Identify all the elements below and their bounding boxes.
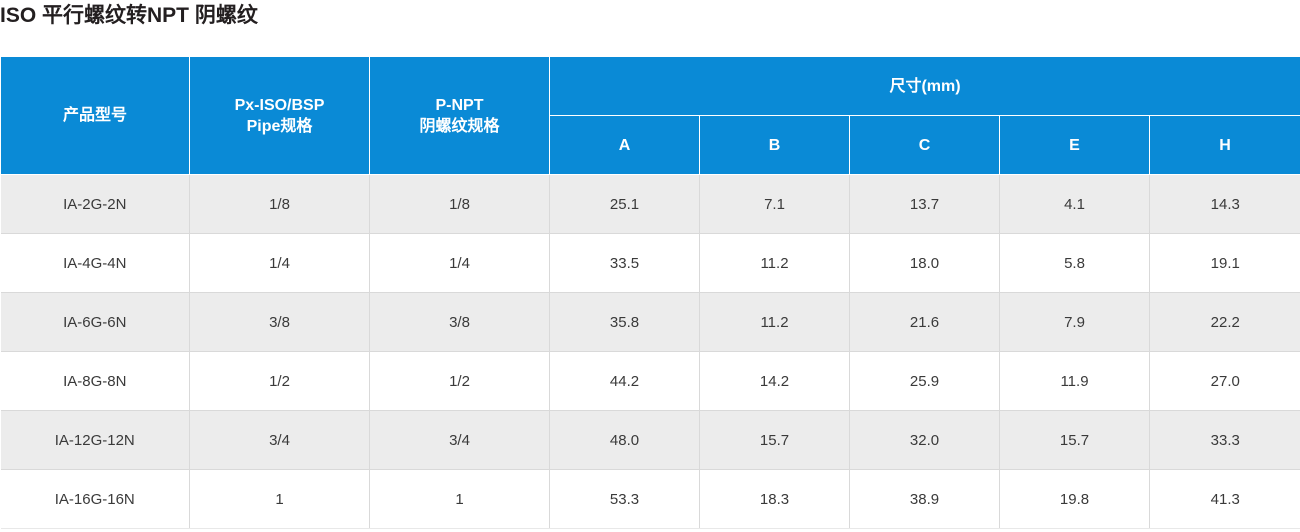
cell-model: IA-16G-16N <box>0 469 190 529</box>
page-title: ISO 平行螺纹转NPT 阴螺纹 <box>0 4 258 27</box>
cell-px: 3/4 <box>189 410 370 470</box>
cell-pnpt: 1/2 <box>369 351 550 411</box>
cell-b: 11.2 <box>699 292 850 352</box>
header-dim-a: A <box>549 115 700 175</box>
cell-a: 44.2 <box>549 351 700 411</box>
cell-c: 38.9 <box>849 469 1000 529</box>
cell-pnpt: 3/4 <box>369 410 550 470</box>
header-p-npt-line2: 阴螺纹规格 <box>419 117 500 135</box>
cell-pnpt: 1/8 <box>369 174 550 234</box>
cell-a: 35.8 <box>549 292 700 352</box>
cell-model: IA-2G-2N <box>0 174 190 234</box>
header-dimensions: 尺寸(mm) <box>548 56 1300 116</box>
cell-a: 53.3 <box>549 469 700 529</box>
table-header: 产品型号 Px-ISO/BSP Pipe规格 P-NPT 阴螺纹规格 尺寸(mm… <box>0 56 1300 175</box>
cell-b: 15.7 <box>699 410 850 470</box>
cell-e: 4.1 <box>999 174 1150 234</box>
cell-b: 14.2 <box>699 351 850 411</box>
cell-model: IA-4G-4N <box>0 233 190 293</box>
cell-c: 13.7 <box>849 174 1000 234</box>
table-row: IA-12G-12N 3/4 3/4 48.0 15.7 32.0 15.7 3… <box>0 410 1300 470</box>
cell-a: 33.5 <box>549 233 700 293</box>
cell-h: 14.3 <box>1149 174 1300 234</box>
cell-px: 1/4 <box>189 233 370 293</box>
header-dim-e: E <box>999 115 1150 175</box>
cell-e: 7.9 <box>999 292 1150 352</box>
cell-b: 11.2 <box>699 233 850 293</box>
cell-model: IA-6G-6N <box>0 292 190 352</box>
cell-a: 25.1 <box>549 174 700 234</box>
header-px-iso-bsp: Px-ISO/BSP Pipe规格 <box>189 56 370 175</box>
cell-c: 32.0 <box>849 410 1000 470</box>
cell-c: 25.9 <box>849 351 1000 411</box>
cell-e: 19.8 <box>999 469 1150 529</box>
spec-table: 产品型号 Px-ISO/BSP Pipe规格 P-NPT 阴螺纹规格 尺寸(mm… <box>0 56 1300 529</box>
cell-px: 1 <box>189 469 370 529</box>
cell-model: IA-8G-8N <box>0 351 190 411</box>
header-dim-h: H <box>1148 115 1300 175</box>
table-row: IA-8G-8N 1/2 1/2 44.2 14.2 25.9 11.9 27.… <box>0 351 1300 411</box>
cell-b: 7.1 <box>699 174 850 234</box>
cell-pnpt: 1/4 <box>369 233 550 293</box>
header-dim-c: C <box>849 115 1000 175</box>
cell-pnpt: 1 <box>369 469 550 529</box>
header-p-npt-line1: P-NPT <box>435 96 484 114</box>
cell-pnpt: 3/8 <box>369 292 550 352</box>
cell-e: 15.7 <box>999 410 1150 470</box>
table-row: IA-2G-2N 1/8 1/8 25.1 7.1 13.7 4.1 14.3 <box>0 174 1300 234</box>
cell-h: 27.0 <box>1149 351 1300 411</box>
cell-h: 22.2 <box>1149 292 1300 352</box>
table-body: IA-2G-2N 1/8 1/8 25.1 7.1 13.7 4.1 14.3 … <box>0 174 1300 529</box>
cell-b: 18.3 <box>699 469 850 529</box>
cell-h: 19.1 <box>1149 233 1300 293</box>
table-row: IA-6G-6N 3/8 3/8 35.8 11.2 21.6 7.9 22.2 <box>0 292 1300 352</box>
cell-e: 11.9 <box>999 351 1150 411</box>
table-row: IA-4G-4N 1/4 1/4 33.5 11.2 18.0 5.8 19.1 <box>0 233 1300 293</box>
table-row: IA-16G-16N 1 1 53.3 18.3 38.9 19.8 41.3 <box>0 469 1300 529</box>
cell-a: 48.0 <box>549 410 700 470</box>
header-dim-b: B <box>699 115 850 175</box>
cell-h: 33.3 <box>1149 410 1300 470</box>
cell-model: IA-12G-12N <box>0 410 190 470</box>
cell-px: 1/8 <box>189 174 370 234</box>
cell-c: 21.6 <box>849 292 1000 352</box>
cell-px: 3/8 <box>189 292 370 352</box>
cell-px: 1/2 <box>189 351 370 411</box>
cell-c: 18.0 <box>849 233 1000 293</box>
cell-e: 5.8 <box>999 233 1150 293</box>
header-px-iso-line1: Px-ISO/BSP <box>234 96 325 114</box>
header-model: 产品型号 <box>0 56 190 175</box>
header-p-npt: P-NPT 阴螺纹规格 <box>369 56 550 175</box>
header-px-iso-line2: Pipe规格 <box>246 117 313 135</box>
cell-h: 41.3 <box>1149 469 1300 529</box>
